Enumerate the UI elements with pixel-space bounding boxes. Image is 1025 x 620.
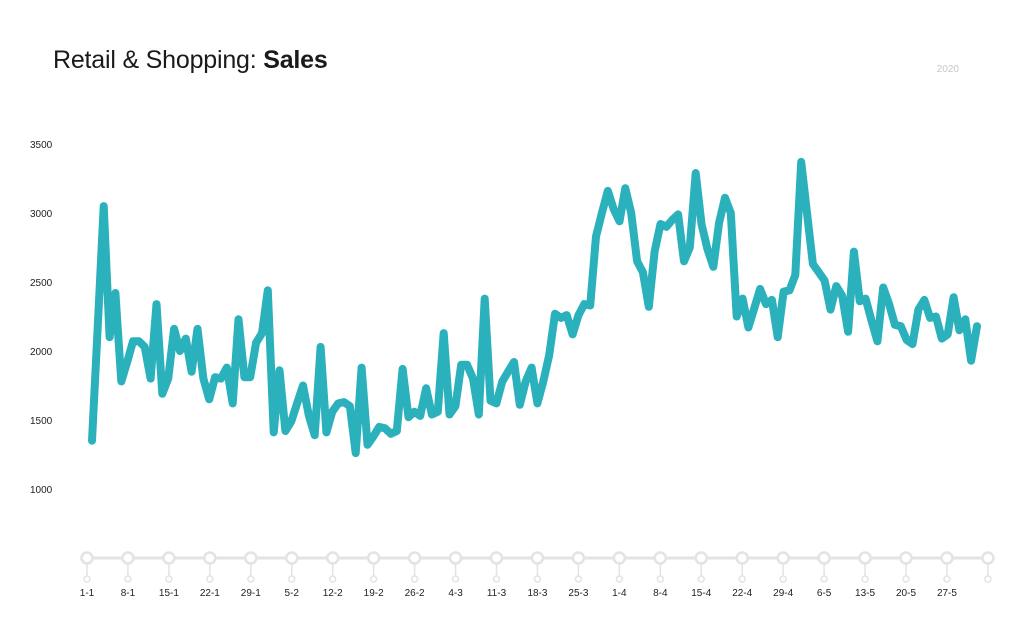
y-tick-label: 3000: [30, 209, 53, 220]
chart-title-bold: Sales: [263, 46, 328, 74]
timeline-marker: [612, 551, 627, 565]
timeline-small-marker: [492, 575, 501, 583]
y-tick-label: 1000: [30, 485, 53, 496]
timeline-small-marker: [861, 575, 869, 583]
y-tick-label: 2000: [30, 347, 53, 358]
x-tick-label: 11-3: [487, 588, 507, 599]
x-tick-label: 4-3: [448, 588, 463, 599]
timeline-small-marker: [779, 575, 787, 583]
x-axis-labels: 1-1 8-1 15-1 22-1 29-1 5-2 12-2 19-2 26-2 4-3 11-3…: [80, 588, 958, 599]
x-axis-timeline: [80, 551, 995, 583]
x-tick-label: 8-1: [121, 588, 136, 599]
timeline-small-marker: [83, 575, 91, 583]
timeline-marker: [899, 551, 913, 565]
y-tick-label: 3500: [30, 140, 53, 151]
timeline-small-marker: [410, 575, 419, 583]
x-tick-label: 29-1: [241, 588, 261, 599]
timeline-small-marker: [697, 575, 705, 583]
timeline-small-marker: [369, 575, 378, 583]
timeline-marker: [981, 551, 995, 565]
timeline-small-marker: [165, 575, 173, 583]
x-tick-label: 6-5: [817, 588, 832, 599]
timeline-small-marker: [574, 575, 583, 583]
y-tick-label: 1500: [30, 416, 53, 427]
timeline-marker: [858, 551, 872, 565]
x-tick-label: 15-4: [691, 588, 711, 599]
x-tick-label: 27-5: [937, 588, 957, 599]
chart-year: 2020: [936, 64, 959, 75]
timeline-small-marker: [902, 575, 910, 583]
timeline-small-marker: [288, 575, 296, 583]
timeline-small-marker: [247, 575, 255, 583]
timeline-small-marker: [738, 575, 746, 583]
x-tick-label: 26-2: [405, 588, 425, 599]
timeline-marker: [80, 551, 94, 565]
timeline-small-marker: [124, 575, 132, 583]
timeline-marker: [244, 551, 258, 565]
x-tick-label: 29-4: [773, 588, 793, 599]
x-tick-label: 8-4: [653, 588, 668, 599]
timeline-marker: [571, 551, 586, 565]
timeline-small-marker: [328, 575, 337, 583]
timeline-marker: [776, 551, 790, 565]
chart-title-prefix: Retail & Shopping:: [53, 46, 264, 74]
x-tick-label: 19-2: [364, 588, 384, 599]
timeline-marker: [653, 551, 668, 565]
timeline-marker: [121, 551, 135, 565]
x-tick-label: 18-3: [527, 588, 547, 599]
timeline-small-marker: [206, 575, 214, 583]
timeline-marker: [489, 551, 504, 565]
x-tick-label: 20-5: [896, 588, 916, 599]
sales-line: [88, 157, 981, 458]
x-tick-label: 22-4: [732, 588, 752, 599]
timeline-marker: [325, 551, 340, 565]
x-tick-label: 1-4: [612, 588, 627, 599]
timeline-small-marker: [533, 575, 542, 583]
timeline-small-marker: [943, 575, 951, 583]
timeline-marker: [694, 551, 708, 565]
timeline-marker: [203, 551, 217, 565]
x-tick-label: 25-3: [568, 588, 588, 599]
timeline-marker: [366, 551, 381, 565]
timeline-small-marker: [615, 575, 624, 583]
x-tick-label: 1-1: [80, 588, 95, 599]
timeline-small-marker: [984, 575, 992, 583]
timeline-small-marker: [820, 575, 828, 583]
timeline-marker: [448, 551, 463, 565]
y-tick-label: 2500: [30, 278, 53, 289]
x-tick-label: 15-1: [159, 588, 179, 599]
timeline-marker: [735, 551, 749, 565]
x-tick-label: 13-5: [855, 588, 875, 599]
timeline-marker: [530, 551, 545, 565]
x-tick-label: 12-2: [323, 588, 343, 599]
timeline-marker: [407, 551, 422, 565]
timeline-marker: [162, 551, 176, 565]
timeline-marker: [940, 551, 954, 565]
timeline-marker: [285, 551, 299, 565]
timeline-small-marker: [451, 575, 460, 583]
timeline-small-marker: [656, 575, 665, 583]
y-axis: 3500 3000 2500 2000 1500 1000: [30, 140, 53, 496]
x-tick-label: 5-2: [285, 588, 300, 599]
x-tick-label: 22-1: [200, 588, 220, 599]
chart-title: Retail & Shopping: Sales: [53, 46, 328, 75]
timeline-marker: [817, 551, 831, 565]
